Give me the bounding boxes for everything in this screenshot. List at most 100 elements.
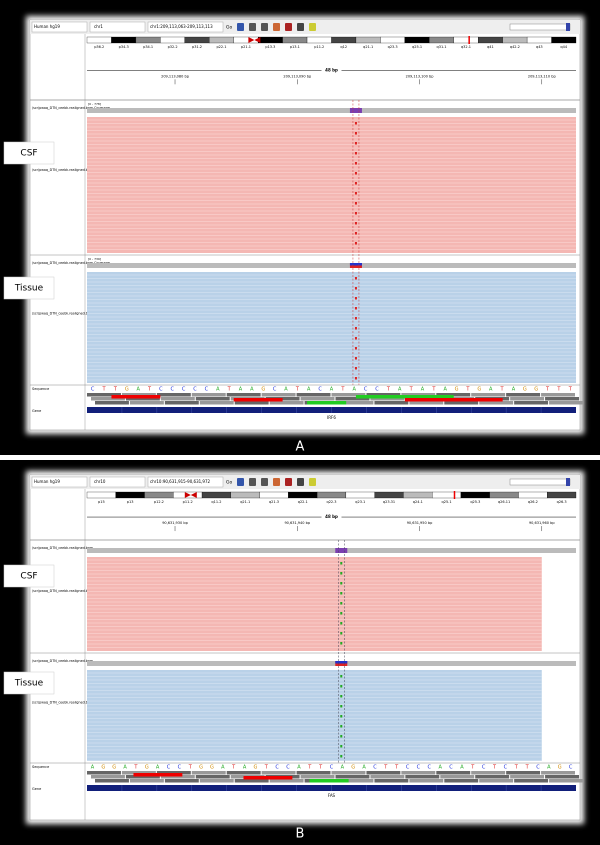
cytoband-label: q23.31 <box>383 500 395 504</box>
coverage-label: /scr/pwaq_DTN_ceebk.realigned.bam Covera… <box>32 106 110 110</box>
toolbar-icon[interactable] <box>309 478 316 486</box>
genome-dropdown[interactable] <box>31 476 88 488</box>
cytoband <box>331 36 357 44</box>
toolbar-icon[interactable] <box>237 478 244 486</box>
cytoband-label: q25.3 <box>470 500 480 504</box>
cytoband-label: p21.1 <box>241 45 251 49</box>
cytoband-label: q32.1 <box>461 45 471 49</box>
translation-block <box>269 779 304 783</box>
coverage-label: /scr/pwaq_DTN_ceebk.realigned.bam <box>32 659 93 663</box>
gene-name: FAS <box>328 793 336 798</box>
toolbar-icon[interactable] <box>273 23 280 31</box>
toolbar-icon[interactable] <box>249 478 256 486</box>
translation-block <box>234 401 269 405</box>
translation-block <box>374 779 409 783</box>
translation-block <box>436 393 471 397</box>
cytoband <box>355 36 381 44</box>
cytoband-label: q22.1 <box>298 500 308 504</box>
translation-block <box>370 775 405 779</box>
reads-label: /scr/pwaq_DTN_ceebk.realigned.bam <box>32 168 93 172</box>
cytoband <box>502 36 528 44</box>
translation-block <box>87 771 121 775</box>
go-button[interactable]: Go <box>226 480 232 486</box>
centromere <box>184 492 197 498</box>
cytoband <box>115 491 145 499</box>
chromosome-name: chr1 <box>94 24 103 29</box>
toolbar-icon[interactable] <box>297 478 304 486</box>
zoom-slider[interactable] <box>509 23 571 31</box>
base: T <box>227 387 232 393</box>
sequence-label: Sequence <box>32 765 49 769</box>
toolbar-icon[interactable] <box>309 23 316 31</box>
base: T <box>431 387 436 393</box>
cytoband <box>374 491 404 499</box>
cytoband <box>345 491 375 499</box>
toolbar-icon[interactable] <box>297 23 304 31</box>
base: G <box>253 765 257 771</box>
translation-block <box>366 393 401 397</box>
translation-block <box>269 401 304 405</box>
chromosome-dropdown[interactable] <box>89 21 146 33</box>
translation-block <box>300 397 335 401</box>
mismatch <box>354 377 357 380</box>
translation-block <box>91 775 125 779</box>
toolbar-icon[interactable] <box>261 23 268 31</box>
coverage-variant-alt <box>335 661 348 664</box>
translation-block <box>541 393 575 397</box>
chromosome-dropdown[interactable] <box>89 476 146 488</box>
base: A <box>438 765 442 771</box>
gene-name: IRF6 <box>327 415 336 420</box>
toolbar-icon[interactable] <box>285 478 292 486</box>
go-button[interactable]: Go <box>226 25 232 31</box>
base: C <box>536 765 540 771</box>
codon-highlight <box>233 398 283 402</box>
locus-box[interactable] <box>147 21 224 33</box>
base: G <box>145 765 149 771</box>
cytoband <box>259 491 289 499</box>
toolbar-icon[interactable] <box>285 23 292 31</box>
span-label-bg <box>321 514 342 521</box>
base: C <box>330 765 334 771</box>
base: G <box>125 387 129 393</box>
base: A <box>123 765 127 771</box>
panel-label: A <box>296 440 305 455</box>
cytoband <box>489 491 519 499</box>
coverage-range: [0 - 778] <box>88 102 101 106</box>
outside-label-box <box>3 671 55 695</box>
codon-highlight <box>307 401 347 405</box>
base: A <box>460 765 464 771</box>
base: A <box>489 387 493 393</box>
genome-name: Human hg19 <box>34 479 60 484</box>
translation-block <box>156 393 191 397</box>
base: A <box>353 387 357 393</box>
locus: chr10:90,631,915-90,631,972 <box>150 479 211 484</box>
mismatch <box>354 297 357 300</box>
locus-box[interactable] <box>147 476 224 488</box>
toolbar-icon[interactable] <box>237 23 244 31</box>
zoom-slider[interactable] <box>509 478 571 486</box>
cytoband-label: p34.1 <box>143 45 153 49</box>
toolbar-icon[interactable] <box>261 478 268 486</box>
toolbar-icon[interactable] <box>273 478 280 486</box>
mismatch <box>354 202 357 205</box>
base: A <box>512 387 516 393</box>
cytoband-label: q26.11 <box>498 500 510 504</box>
translation-block <box>195 775 230 779</box>
base: G <box>261 387 265 393</box>
cytoband-label: p13 <box>127 500 134 504</box>
cytoband <box>380 36 405 44</box>
cytoband <box>403 491 433 499</box>
translation-block <box>545 397 579 401</box>
cytoband-label: q22.3 <box>326 500 336 504</box>
mismatch <box>340 745 343 748</box>
mismatch <box>340 755 343 758</box>
span-label-bg <box>321 67 342 74</box>
chromosome-name: chr10 <box>94 479 106 484</box>
centromere <box>248 37 261 43</box>
cytoband-label: q26.2 <box>528 500 538 504</box>
toolbar-icon[interactable] <box>249 23 256 31</box>
coverage-bar <box>87 661 576 666</box>
span-label: 48 bp <box>325 67 338 72</box>
base: G <box>210 765 214 771</box>
genome-dropdown[interactable] <box>31 21 88 33</box>
